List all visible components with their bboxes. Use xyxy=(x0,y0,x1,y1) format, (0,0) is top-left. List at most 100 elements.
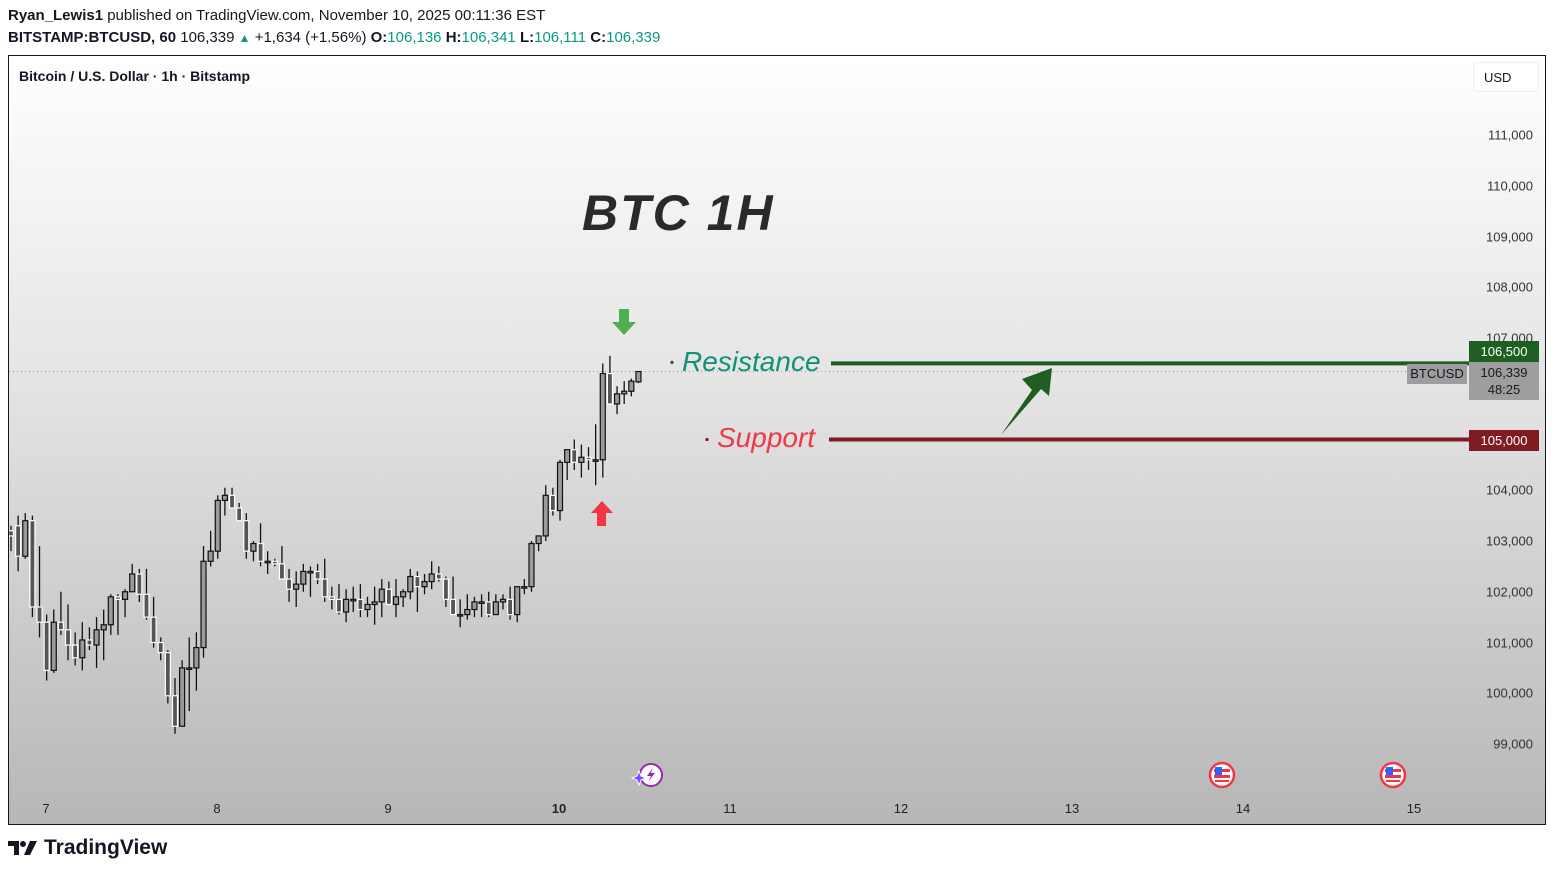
high-value: 106,341 xyxy=(461,29,516,46)
candle-down xyxy=(314,570,321,580)
candle-up xyxy=(535,535,542,545)
candle-up xyxy=(521,586,528,589)
candle-up xyxy=(250,542,257,552)
tradingview-logo[interactable]: TradingView xyxy=(8,836,167,860)
candle-down xyxy=(357,598,364,611)
candle-up xyxy=(214,499,221,552)
us-flag-event-icon[interactable] xyxy=(1208,761,1236,789)
candle-down xyxy=(150,616,157,644)
candle-down xyxy=(72,644,79,659)
candle-up xyxy=(350,598,357,602)
publish-info: Ryan_Lewis1 published on TradingView.com… xyxy=(8,6,545,26)
published-text: published on TradingView.com, November 1… xyxy=(107,7,546,24)
candle-down xyxy=(86,639,93,646)
price-axis-label: 103,000 xyxy=(1486,533,1533,549)
candle-down xyxy=(29,520,36,608)
candle-up xyxy=(499,598,507,603)
candle-down xyxy=(606,372,614,405)
candle-down xyxy=(571,449,578,463)
candle-up xyxy=(200,560,207,649)
candle-up xyxy=(300,570,307,585)
price-axis-label: 108,000 xyxy=(1486,279,1533,295)
candle-up xyxy=(599,372,606,461)
candle-up xyxy=(613,393,621,405)
candle-down xyxy=(36,606,43,623)
support-label[interactable]: Support xyxy=(717,422,816,453)
overlay-title: BTC 1H xyxy=(582,185,775,241)
time-axis-label: 12 xyxy=(893,801,909,816)
spark-event-icon[interactable] xyxy=(631,762,669,790)
candle-up xyxy=(50,621,57,672)
resistance-label[interactable]: Resistance xyxy=(682,346,821,377)
resistance-anchor[interactable] xyxy=(670,360,674,364)
close-label: C: xyxy=(590,29,607,46)
publisher-name[interactable]: Ryan_Lewis1 xyxy=(8,7,104,24)
candle-up xyxy=(22,520,29,557)
candle-up xyxy=(186,667,193,670)
candle-up xyxy=(564,449,571,463)
candlestick-plot[interactable] xyxy=(9,56,1546,825)
tradingview-logo-icon xyxy=(8,841,37,855)
candle-up xyxy=(457,613,464,617)
candle-up xyxy=(107,596,114,626)
candle-down xyxy=(228,494,236,509)
currency-button[interactable]: USD xyxy=(1473,62,1539,92)
down-arrow-icon xyxy=(612,309,636,335)
price-change: +1,634 (+1.56%) xyxy=(254,29,367,46)
candle-up xyxy=(79,639,86,659)
candle-up xyxy=(264,560,271,564)
chart-pane[interactable]: Bitcoin / U.S. Dollar · 1h · Bitstamp US… xyxy=(8,55,1546,825)
projection-arrow-icon[interactable] xyxy=(1001,368,1052,435)
time-axis-label: 14 xyxy=(1235,801,1251,816)
candle-up xyxy=(293,583,300,590)
candle-down xyxy=(243,520,250,552)
candle-up xyxy=(542,494,549,537)
candle-down xyxy=(442,578,450,600)
time-axis-label: 15 xyxy=(1406,801,1422,816)
last-price: 106,339 xyxy=(180,29,235,46)
price-axis-label: 99,000 xyxy=(1493,736,1533,752)
price-axis-label: 101,000 xyxy=(1486,635,1533,650)
candle-down xyxy=(157,641,164,654)
time-axis-label: 13 xyxy=(1064,801,1080,816)
candle-up xyxy=(378,588,385,603)
candle-down xyxy=(236,507,243,522)
candle-up xyxy=(628,380,635,392)
candle-up xyxy=(400,591,407,598)
price-axis-label: 110,000 xyxy=(1486,178,1533,194)
candle-up xyxy=(428,573,435,583)
low-value: 106,111 xyxy=(534,29,587,46)
candle-down xyxy=(9,530,15,537)
candle-up xyxy=(592,459,599,462)
time-axis-label: 8 xyxy=(213,801,221,816)
brand-name: TradingView xyxy=(44,836,168,859)
candle-down xyxy=(271,560,278,565)
candle-up xyxy=(193,646,200,669)
candle-down xyxy=(114,596,122,600)
candle-down xyxy=(171,695,179,727)
candle-down xyxy=(57,621,65,631)
candle-up xyxy=(93,629,100,646)
time-axis-label: 7 xyxy=(42,801,50,816)
price-axis-label: 109,000 xyxy=(1486,229,1533,244)
candle-up xyxy=(343,598,350,613)
symbol-tag: BTCUSD xyxy=(1407,364,1467,384)
candle-down xyxy=(414,575,421,588)
candle-up xyxy=(621,390,628,395)
candle-down xyxy=(64,629,72,646)
candle-up xyxy=(371,601,378,606)
candle-up xyxy=(407,575,414,593)
candle-down xyxy=(449,598,457,616)
support-price-tag: 105,000 xyxy=(1469,430,1539,451)
last-price-value: 106,339 xyxy=(1480,365,1528,380)
candle-down xyxy=(15,525,22,557)
candle-up xyxy=(578,456,585,463)
us-flag-event-icon[interactable] xyxy=(1379,761,1407,789)
candle-up xyxy=(528,542,535,588)
time-axis-label: 10 xyxy=(551,801,567,816)
open-label: O: xyxy=(370,29,388,46)
support-anchor[interactable] xyxy=(705,437,709,442)
candle-up xyxy=(307,570,314,574)
candle-down xyxy=(485,601,492,616)
up-arrow-icon xyxy=(591,501,613,526)
